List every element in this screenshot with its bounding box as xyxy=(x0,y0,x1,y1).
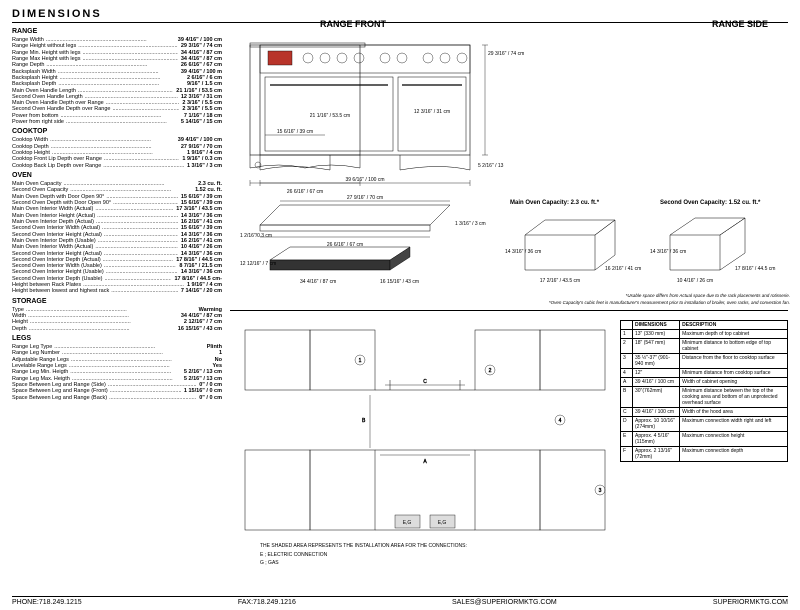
svg-text:17 2/16" / 43.5 cm: 17 2/16" / 43.5 cm xyxy=(540,278,580,284)
svg-text:1 3/16" / 3 cm: 1 3/16" / 3 cm xyxy=(455,221,486,227)
svg-text:1: 1 xyxy=(359,358,362,364)
footer-fax: FAX:718.249.1216 xyxy=(238,599,296,606)
svg-text:1 2/16"/0.3 cm: 1 2/16"/0.3 cm xyxy=(240,233,272,239)
range-side-diagram: 15 6/16" / 39 cm 26 6/16" / 67 cm xyxy=(230,35,400,195)
section-oven: OVEN xyxy=(12,172,222,180)
section-cooktop: COOKTOP xyxy=(12,128,222,136)
g-note: G ; GAS xyxy=(260,560,279,566)
svg-text:34 4/16" / 87 cm: 34 4/16" / 87 cm xyxy=(300,279,336,285)
svg-text:B: B xyxy=(362,418,366,424)
dim-front-h: 29 3/16" / 74 cm xyxy=(488,51,524,57)
heading-front: RANGE FRONT xyxy=(320,19,386,29)
main-oven-box: 14 3/16" / 36 cm 17 2/16" / 43.5 cm 16 2… xyxy=(505,215,645,295)
shade-note: THE SHADED AREA REPRESENTS THE INSTALLAT… xyxy=(260,543,467,549)
mid-divider xyxy=(230,310,788,311)
svg-text:E,G: E,G xyxy=(438,520,447,526)
install-diagram: C 1 2 4 3 A B E,G E,G xyxy=(230,320,620,550)
main-cap: Main Oven Capacity: 2.3 cu. ft.* xyxy=(510,200,599,206)
dim-side-d2: 15 6/16" / 39 cm xyxy=(277,129,313,135)
svg-text:27 9/16" / 70 cm: 27 9/16" / 70 cm xyxy=(347,195,383,201)
footer-email: SALES@SUPERIORMKTG.COM xyxy=(452,599,557,606)
dim-legh: 5 2/16" / 13 xyxy=(478,163,504,169)
note1: *Usable space differs from Actual space … xyxy=(520,293,790,298)
svg-text:C: C xyxy=(423,379,427,385)
svg-text:A: A xyxy=(423,459,427,465)
spec-row: Power from right side5 14/16" / 15 cm xyxy=(12,119,222,125)
heading-side: RANGE SIDE xyxy=(712,19,768,29)
dim-handle2: 12 3/16" / 31 cm xyxy=(414,109,450,115)
note2: *Oven Capacity's cubic feet is manufactu… xyxy=(490,300,790,305)
svg-text:12 12/16" / 7 cm: 12 12/16" / 7 cm xyxy=(240,261,276,267)
spec-row: Depth16 15/16" / 43 cm xyxy=(12,326,222,332)
svg-text:14 3/16" / 36 cm: 14 3/16" / 36 cm xyxy=(650,249,686,255)
footer: PHONE:718.249.1215 FAX:718.249.1216 SALE… xyxy=(12,596,788,606)
section-range: RANGE xyxy=(12,28,222,36)
footer-web: SUPERIORMKTG.COM xyxy=(713,599,788,606)
footer-phone: PHONE:718.249.1215 xyxy=(12,599,82,606)
section-legs: LEGS xyxy=(12,335,222,343)
svg-text:4: 4 xyxy=(559,418,562,424)
spec-row: Cooktop Back Lip Depth over Range1 3/16"… xyxy=(12,163,222,169)
sec-cap: Second Oven Capacity: 1.52 cu. ft.* xyxy=(660,200,760,206)
divider xyxy=(12,22,788,23)
dimension-table: DIMENSIONSDESCRIPTION113" (330 mm)Maximu… xyxy=(620,320,788,462)
spec-row: Height between lowest and highest rack7 … xyxy=(12,288,222,294)
svg-text:2: 2 xyxy=(489,368,492,374)
second-oven-box: 14 3/16" / 36 cm 10 4/16" / 26 cm 17 8/1… xyxy=(650,215,790,295)
page-title: DIMENSIONS xyxy=(12,8,788,20)
svg-text:17 8/16" / 44.5 cm: 17 8/16" / 44.5 cm xyxy=(735,266,775,272)
svg-text:16 15/16" / 43 cm: 16 15/16" / 43 cm xyxy=(380,279,419,285)
svg-text:14 3/16" / 36 cm: 14 3/16" / 36 cm xyxy=(505,249,541,255)
svg-text:10 4/16" / 26 cm: 10 4/16" / 26 cm xyxy=(677,278,713,284)
section-storage: STORAGE xyxy=(12,298,222,306)
spec-row: Space Between Leg and Range (Back)0" / 0… xyxy=(12,395,222,401)
spec-column: RANGERange Width39 4/16" / 100 cmRange H… xyxy=(12,25,222,565)
svg-text:E,G: E,G xyxy=(403,520,412,526)
e-note: E ; ELECTRIC CONNECTION xyxy=(260,552,327,558)
diagram-area: RANGE FRONT RANGE SIDE 39 6/16" / 100 cm… xyxy=(230,25,788,565)
svg-text:3: 3 xyxy=(599,488,602,494)
svg-text:16 2/16" / 41 cm: 16 2/16" / 41 cm xyxy=(605,266,641,272)
cooktop-diagram: 27 9/16" / 70 cm 26 6/16" / 67 cm 1 3/16… xyxy=(230,195,500,295)
